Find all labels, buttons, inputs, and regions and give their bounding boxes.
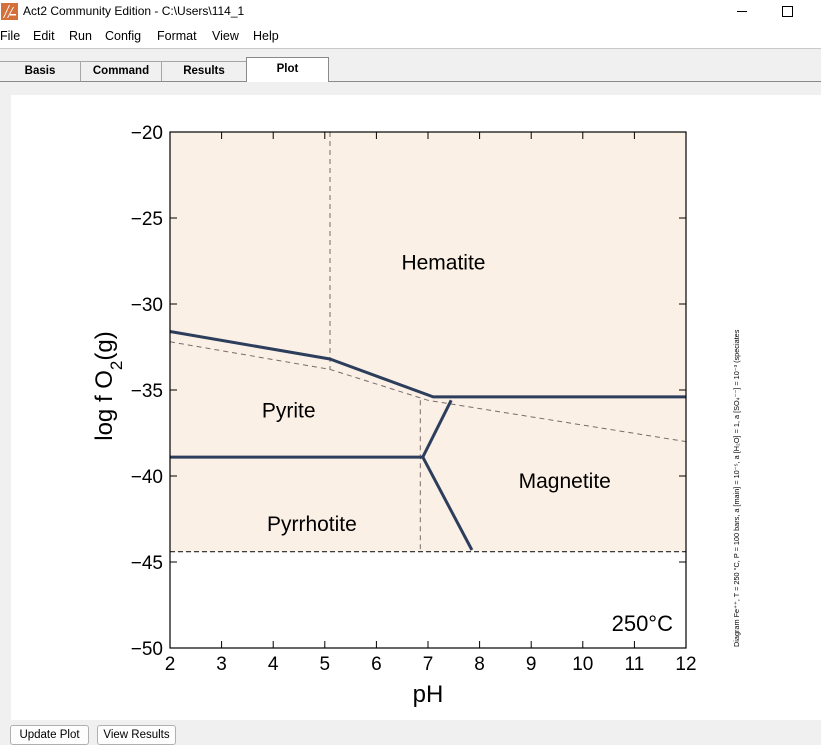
window-title: Act2 Community Edition - C:\Users\114_1 <box>23 4 245 18</box>
sulfur-predominance-boundary-line <box>169 341 687 443</box>
tab-divider <box>0 81 821 82</box>
maximize-button[interactable] <box>764 0 810 24</box>
pyrrhotite-magnetite-boundary <box>421 456 474 551</box>
plot-panel: 2 3 4 5 6 7 8 9 10 11 12 −50 −45 −40 −35 −30 −25 −20 Hemat… <box>11 95 821 720</box>
x-tick-label: 7 <box>423 654 434 675</box>
x-tick-label: 9 <box>526 654 537 675</box>
field-label-pyrrhotite: Pyrrhotite <box>267 513 357 536</box>
menu-view[interactable]: View <box>212 29 239 43</box>
y-tick-label: −50 <box>131 639 163 660</box>
field-label-hematite: Hematite <box>401 252 485 275</box>
x-tick-label: 5 <box>320 654 331 675</box>
x-tick-label: 12 <box>675 654 696 675</box>
menu-bar: File Edit Run Config Format View Help <box>0 24 821 49</box>
y-tick-label: −45 <box>131 553 163 574</box>
menu-edit[interactable]: Edit <box>33 29 55 43</box>
field-label-pyrite: Pyrite <box>262 400 316 423</box>
update-plot-button[interactable]: Update Plot <box>10 725 89 745</box>
x-tick-label: 2 <box>165 654 176 675</box>
x-axis-label: pH <box>413 681 444 708</box>
tab-results[interactable]: Results <box>161 61 247 81</box>
y-tick-label: −30 <box>131 295 163 316</box>
hematite-pyrite-boundary <box>169 330 686 399</box>
minimize-button[interactable] <box>719 0 765 24</box>
tab-bar: Basis Command Results Plot <box>0 49 821 83</box>
tab-command[interactable]: Command <box>80 61 162 81</box>
menu-help[interactable]: Help <box>253 29 279 43</box>
field-label-magnetite: Magnetite <box>519 470 611 493</box>
phase-diagram: 2 3 4 5 6 7 8 9 10 11 12 −50 −45 −40 −35 −30 −25 −20 Hemat… <box>91 123 741 708</box>
menu-config[interactable]: Config <box>105 29 142 43</box>
temperature-label: 250°C <box>612 611 674 636</box>
menu-file[interactable]: File <box>0 29 21 43</box>
x-tick-label: 8 <box>474 654 485 675</box>
view-results-button[interactable]: View Results <box>97 725 176 745</box>
x-tick-label: 6 <box>371 654 382 675</box>
diagram-conditions-note: Diagram Fe⁺⁺, T = 250 °C, P = 100 bars, … <box>732 329 741 647</box>
menu-run[interactable]: Run <box>69 29 92 43</box>
y-axis-label: log f O2(g) <box>91 331 126 441</box>
act2-app-icon <box>1 3 18 20</box>
y-tick-label: −20 <box>131 123 163 144</box>
x-tick-label: 10 <box>572 654 593 675</box>
x-tick-label: 3 <box>216 654 227 675</box>
y-tick-label: −40 <box>131 467 163 488</box>
stability-field <box>170 132 686 552</box>
x-tick-label: 11 <box>625 654 645 675</box>
bottom-bar: Update Plot View Results <box>0 720 821 745</box>
y-tick-label: −25 <box>131 209 163 230</box>
menu-format[interactable]: Format <box>157 29 197 43</box>
pyrite-magnetite-boundary <box>421 399 453 458</box>
tab-plot[interactable]: Plot <box>246 57 329 82</box>
y-tick-label: −35 <box>131 381 163 402</box>
title-bar: Act2 Community Edition - C:\Users\114_1 <box>0 0 821 24</box>
tab-basis[interactable]: Basis <box>0 61 81 81</box>
x-tick-label: 4 <box>268 654 279 675</box>
